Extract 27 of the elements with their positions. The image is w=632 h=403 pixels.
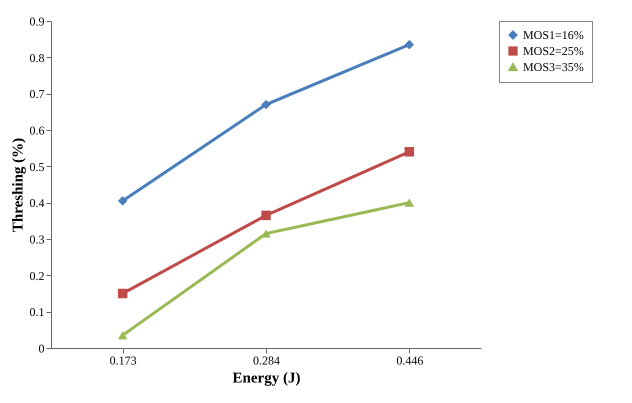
- point: [404, 40, 414, 50]
- point: [118, 288, 128, 298]
- y-tick-label: 0.7: [30, 87, 44, 102]
- legend-label: MOS1=16%: [523, 28, 584, 42]
- point: [118, 331, 128, 340]
- y-tick-label: 0.2: [30, 268, 44, 283]
- y-tick-label: 0.6: [30, 124, 44, 138]
- y-axis-title: Threshing (%): [10, 138, 26, 232]
- point: [261, 229, 271, 238]
- point: [261, 100, 271, 110]
- point: [118, 196, 128, 206]
- y-tick-label: 0.4: [30, 196, 44, 210]
- y-tick-label: 0.5: [30, 160, 44, 174]
- point: [404, 147, 414, 157]
- y-tick-label: 0.8: [30, 50, 44, 65]
- x-tick-label: 0.284: [253, 354, 280, 368]
- y-tick-label: 0.9: [30, 14, 44, 28]
- y-tick-label: 0.1: [30, 305, 44, 320]
- legend-label: MOS2=25%: [523, 44, 584, 58]
- y-tick-label: 0: [38, 342, 44, 356]
- legend-label: MOS3=35%: [523, 60, 584, 74]
- x-tick-label: 0.446: [396, 354, 424, 368]
- point: [404, 198, 414, 207]
- x-axis-title: Energy (J): [232, 370, 300, 386]
- x-tick-label: 0.173: [110, 354, 137, 368]
- point: [261, 210, 271, 220]
- y-tick-label: 0.3: [30, 232, 44, 246]
